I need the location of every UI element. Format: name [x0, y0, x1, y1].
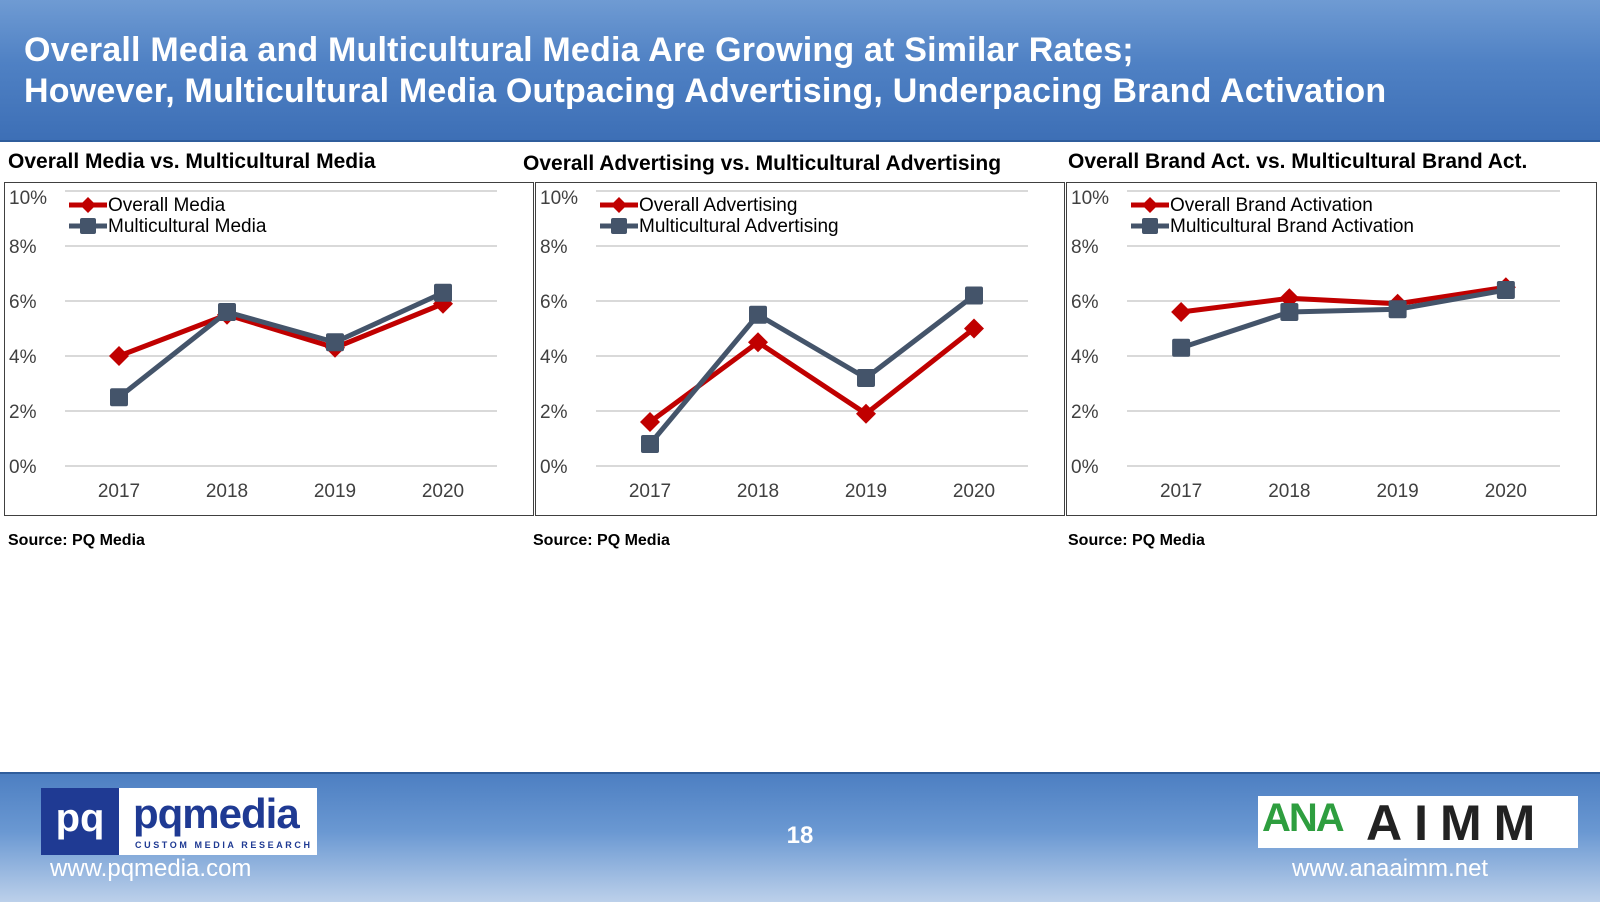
pq-media-url: www.pqmedia.com — [50, 855, 252, 882]
data-point-overall — [640, 412, 660, 432]
data-point-multicultural — [1172, 338, 1191, 357]
legend-label: Multicultural Advertising — [639, 216, 839, 237]
slide-title-line-1: Overall Media and Multicultural Media Ar… — [24, 31, 1134, 69]
slide-header: Overall Media and Multicultural Media Ar… — [0, 0, 1600, 142]
y-tick-label: 4% — [9, 347, 37, 368]
pq-logo-word: pqmedia — [133, 790, 300, 837]
ana-aimm-url: www.anaaimm.net — [1292, 855, 1489, 882]
data-point-overall — [109, 346, 129, 366]
y-tick-label: 2% — [1071, 402, 1099, 423]
y-tick-label: 6% — [540, 292, 568, 313]
series-line-multicultural — [648, 293, 976, 446]
y-tick-label: 10% — [9, 188, 47, 209]
chart-2: 0% 2% 4% 6% 8% 10% 2017 2018 2019 2020 Overall Adv… — [535, 182, 1065, 516]
y-tick-label: 10% — [1071, 188, 1109, 209]
y-tick-label: 6% — [1071, 292, 1099, 313]
series-line-overall — [118, 301, 444, 359]
ana-aimm-logo: ANA AIMM — [1258, 795, 1578, 851]
pq-logo-tagline: CUSTOM MEDIA RESEARCH — [135, 840, 313, 850]
data-point-multicultural — [326, 333, 344, 352]
data-point-multicultural — [857, 369, 875, 387]
legend-label: Overall Media — [108, 195, 226, 216]
chart-1-title: Overall Media vs. Multicultural Media — [8, 150, 376, 173]
legend-label: Overall Brand Activation — [1170, 195, 1373, 216]
y-tick-label: 8% — [540, 237, 568, 258]
chart-3-plot: 0% 2% 4% 6% 8% 10% 2017 2018 2019 2020 Overall Bra… — [1071, 188, 1560, 502]
slide-title-line-2: However, Multicultural Media Outpacing A… — [24, 72, 1387, 110]
legend-marker-overall — [611, 197, 627, 213]
chart-1-source: Source: PQ Media — [8, 532, 145, 549]
y-tick-label: 6% — [9, 292, 37, 313]
x-tick-label: 2017 — [1160, 481, 1202, 502]
legend-marker-multicultural — [1142, 218, 1158, 234]
aimm-logo-word: AIMM — [1366, 795, 1548, 851]
series-line-overall — [648, 326, 976, 425]
legend-marker-overall — [80, 197, 96, 213]
x-tick-label: 2019 — [314, 481, 356, 502]
y-tick-label: 4% — [540, 347, 568, 368]
chart-1-plot: 0% 2% 4% 6% 8% 10% 2017 2018 2019 2020 Overall Med… — [9, 188, 497, 502]
x-tick-label: 2019 — [1376, 481, 1418, 502]
y-tick-label: 2% — [540, 402, 568, 423]
legend-label: Multicultural Media — [108, 216, 267, 237]
chart-3: 0% 2% 4% 6% 8% 10% 2017 2018 2019 2020 Overall Bra… — [1066, 182, 1597, 516]
y-tick-label: 10% — [540, 188, 578, 209]
y-tick-label: 4% — [1071, 347, 1099, 368]
y-tick-label: 0% — [540, 457, 568, 478]
data-point-overall — [964, 318, 984, 339]
y-tick-label: 2% — [9, 402, 37, 423]
page-number: 18 — [786, 822, 814, 849]
chart-3-title: Overall Brand Act. vs. Multicultural Bra… — [1068, 150, 1528, 173]
series-line-multicultural — [1180, 287, 1507, 351]
y-tick-label: 0% — [9, 457, 37, 478]
data-point-multicultural — [1280, 303, 1299, 321]
x-tick-label: 2018 — [1268, 481, 1310, 502]
data-point-multicultural — [749, 305, 767, 324]
chart-2-source: Source: PQ Media — [533, 532, 670, 549]
chart-3-source: Source: PQ Media — [1068, 532, 1205, 549]
legend-marker-multicultural — [611, 218, 627, 234]
data-point-multicultural — [1388, 300, 1407, 319]
x-tick-label: 2017 — [629, 481, 671, 502]
y-tick-label: 8% — [1071, 237, 1099, 258]
x-tick-label: 2020 — [422, 481, 464, 502]
data-point-multicultural — [641, 435, 659, 453]
data-point-multicultural — [965, 286, 983, 305]
chart-1: 0% 2% 4% 6% 8% 10% 2017 2018 2019 2020 Overall Med… — [4, 182, 534, 516]
legend-marker-multicultural — [80, 218, 96, 234]
pq-logo-mark: pq — [41, 788, 119, 855]
x-tick-label: 2017 — [98, 481, 140, 502]
series-line-overall — [1180, 284, 1507, 315]
data-point-multicultural — [1496, 281, 1515, 299]
chart-2-title: Overall Advertising vs. Multicultural Ad… — [523, 152, 1002, 175]
data-point-multicultural — [110, 388, 128, 407]
y-tick-label: 0% — [1071, 457, 1099, 478]
x-tick-label: 2020 — [1485, 481, 1527, 502]
x-tick-label: 2019 — [845, 481, 887, 502]
series-line-multicultural — [117, 290, 445, 400]
pq-media-logo: pq pqmedia CUSTOM MEDIA RESEARCH — [41, 788, 317, 855]
legend-label: Multicultural Brand Activation — [1170, 216, 1414, 237]
data-point-multicultural — [434, 283, 452, 302]
x-tick-label: 2018 — [737, 481, 779, 502]
chart-2-plot: 0% 2% 4% 6% 8% 10% 2017 2018 2019 2020 Overall Adv… — [540, 188, 1028, 502]
data-point-overall — [748, 332, 768, 353]
legend-label: Overall Advertising — [639, 195, 797, 216]
legend-marker-overall — [1142, 197, 1158, 213]
x-tick-label: 2020 — [953, 481, 995, 502]
data-point-multicultural — [218, 303, 236, 321]
data-point-overall — [856, 403, 876, 424]
y-tick-label: 8% — [9, 237, 37, 258]
x-tick-label: 2018 — [206, 481, 248, 502]
ana-logo-word: ANA — [1262, 796, 1345, 840]
data-point-overall — [1171, 302, 1192, 322]
